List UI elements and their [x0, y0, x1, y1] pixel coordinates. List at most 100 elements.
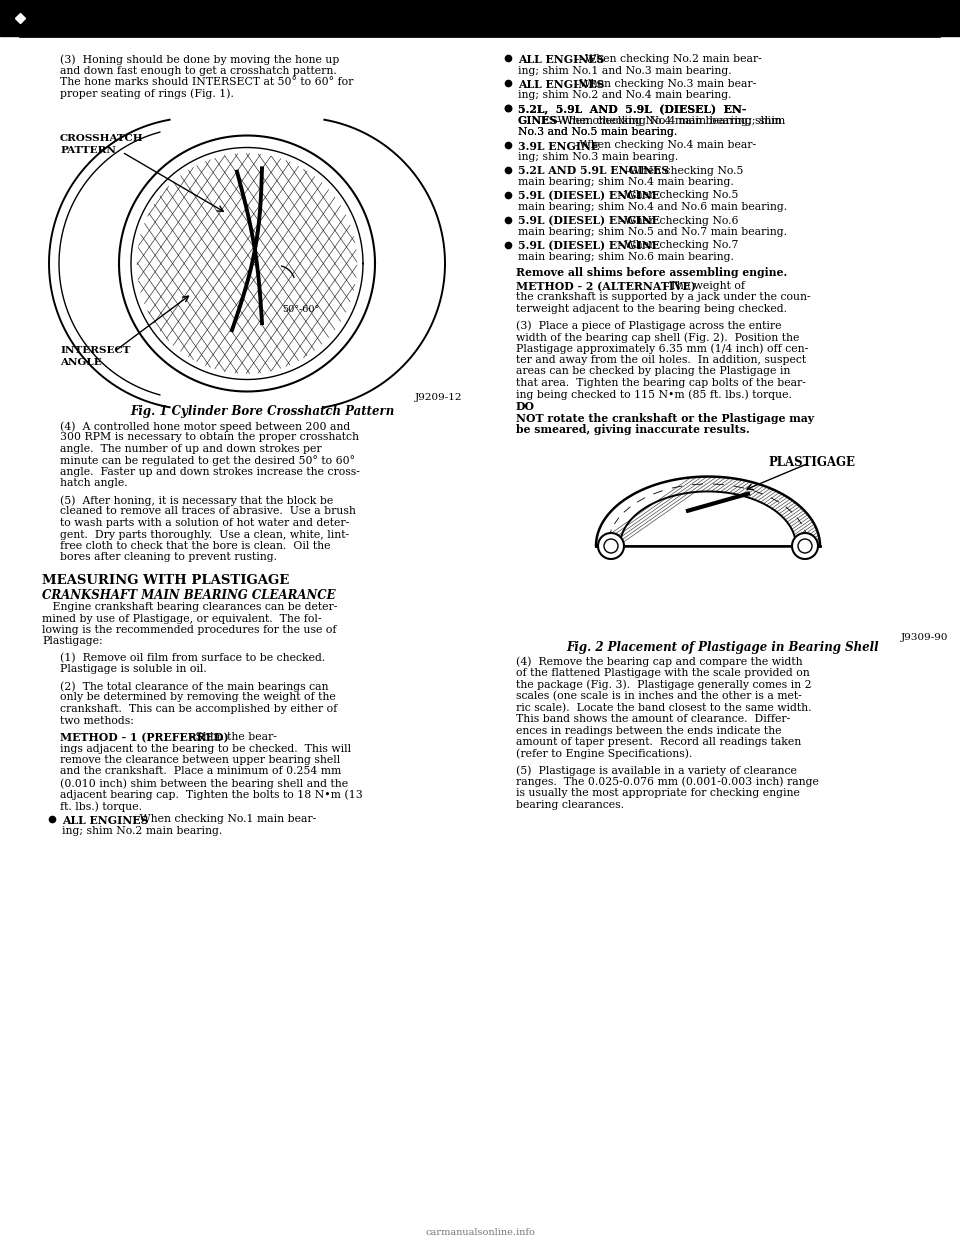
- Text: scales (one scale is in inches and the other is a met-: scales (one scale is in inches and the o…: [516, 691, 802, 702]
- Text: (4)  A controlled hone motor speed between 200 and: (4) A controlled hone motor speed betwee…: [60, 421, 350, 431]
- Text: bearing clearances.: bearing clearances.: [516, 800, 624, 810]
- Text: Plastigage approximately 6.35 mm (1/4 inch) off cen-: Plastigage approximately 6.35 mm (1/4 in…: [516, 344, 808, 354]
- Text: –When checking No.5: –When checking No.5: [624, 165, 743, 175]
- Text: and down fast enough to get a crosshatch pattern.: and down fast enough to get a crosshatch…: [60, 66, 337, 76]
- Text: crankshaft.  This can be accomplished by either of: crankshaft. This can be accomplished by …: [60, 704, 337, 714]
- Text: DO: DO: [516, 401, 535, 412]
- Text: ––When checking No.2 main bear-: ––When checking No.2 main bear-: [573, 53, 761, 65]
- Bar: [0, 0, 960, 36]
- Text: angle.  The number of up and down strokes per: angle. The number of up and down strokes…: [60, 443, 322, 455]
- Text: Engine crankshaft bearing clearances can be deter-: Engine crankshaft bearing clearances can…: [42, 602, 337, 612]
- Text: J9309-90: J9309-90: [900, 633, 948, 642]
- Text: Remove all shims before assembling engine.: Remove all shims before assembling engin…: [516, 267, 787, 278]
- Text: (4)  Remove the bearing cap and compare the width: (4) Remove the bearing cap and compare t…: [516, 657, 803, 667]
- Text: ter and away from the oil holes.  In addition, suspect: ter and away from the oil holes. In addi…: [516, 355, 806, 365]
- Text: –When checking No.3 main bear-: –When checking No.3 main bear-: [573, 79, 756, 89]
- Text: INTERSECT: INTERSECT: [60, 347, 131, 355]
- Text: ft. lbs.) torque.: ft. lbs.) torque.: [60, 801, 142, 811]
- Circle shape: [798, 539, 812, 553]
- Text: and the crankshaft.  Place a minimum of 0.254 mm: and the crankshaft. Place a minimum of 0…: [60, 766, 341, 776]
- Text: mined by use of Plastigage, or equivalent.  The fol-: mined by use of Plastigage, or equivalen…: [42, 614, 322, 623]
- Text: ALL ENGINES: ALL ENGINES: [62, 815, 149, 826]
- Text: areas can be checked by placing the Plastigage in: areas can be checked by placing the Plas…: [516, 366, 790, 376]
- Text: remove the clearance between upper bearing shell: remove the clearance between upper beari…: [60, 755, 340, 765]
- Text: (3)  Honing should be done by moving the hone up: (3) Honing should be done by moving the …: [60, 53, 340, 65]
- Text: only be determined by removing the weight of the: only be determined by removing the weigh…: [60, 693, 336, 703]
- Text: proper seating of rings (Fig. 1).: proper seating of rings (Fig. 1).: [60, 88, 234, 99]
- Text: This band shows the amount of clearance.  Differ-: This band shows the amount of clearance.…: [516, 714, 790, 724]
- Text: Fig. 1 Cylinder Bore Crosshatch Pattern: Fig. 1 Cylinder Bore Crosshatch Pattern: [130, 405, 395, 419]
- Text: MEASURING WITH PLASTIGAGE: MEASURING WITH PLASTIGAGE: [42, 574, 289, 587]
- Text: –When checking No.6: –When checking No.6: [619, 216, 738, 226]
- Text: is usually the most appropriate for checking engine: is usually the most appropriate for chec…: [516, 787, 800, 799]
- Text: (2)  The total clearance of the main bearings can: (2) The total clearance of the main bear…: [60, 681, 328, 692]
- Text: bores after cleaning to prevent rusting.: bores after cleaning to prevent rusting.: [60, 553, 277, 563]
- Text: the package (Fig. 3).  Plastigage generally comes in 2: the package (Fig. 3). Plastigage general…: [516, 679, 811, 691]
- Text: ranges.  The 0.025-0.076 mm (0.001-0.003 inch) range: ranges. The 0.025-0.076 mm (0.001-0.003 …: [516, 776, 819, 787]
- Text: PATTERN: PATTERN: [60, 147, 116, 155]
- Text: 50°-60°: 50°-60°: [282, 306, 320, 314]
- Text: terweight adjacent to the bearing being checked.: terweight adjacent to the bearing being …: [516, 304, 787, 314]
- Text: ing; shim No.1 and No.3 main bearing.: ing; shim No.1 and No.3 main bearing.: [518, 66, 732, 76]
- Text: hatch angle.: hatch angle.: [60, 478, 128, 488]
- Text: PLASTIGAGE: PLASTIGAGE: [768, 456, 855, 468]
- Text: angle.  Faster up and down strokes increase the cross-: angle. Faster up and down strokes increa…: [60, 467, 360, 477]
- Text: Plastigage is soluble in oil.: Plastigage is soluble in oil.: [60, 664, 206, 674]
- Text: –When checking No.4 main bearing; shim: –When checking No.4 main bearing; shim: [552, 116, 781, 125]
- Text: the crankshaft is supported by a jack under the coun-: the crankshaft is supported by a jack un…: [516, 293, 810, 303]
- Text: GINES: GINES: [518, 116, 559, 127]
- Text: of the flattened Plastigage with the scale provided on: of the flattened Plastigage with the sca…: [516, 668, 809, 678]
- Text: cleaned to remove all traces of abrasive.  Use a brush: cleaned to remove all traces of abrasive…: [60, 507, 356, 517]
- Text: main bearing; shim No.4 and No.6 main bearing.: main bearing; shim No.4 and No.6 main be…: [518, 202, 787, 212]
- Text: amount of taper present.  Record all readings taken: amount of taper present. Record all read…: [516, 737, 802, 746]
- Text: CROSSHATCH: CROSSHATCH: [60, 134, 144, 143]
- Text: ALL ENGINES: ALL ENGINES: [518, 79, 605, 89]
- Text: –When checking No.7: –When checking No.7: [619, 241, 738, 251]
- Text: gent.  Dry parts thoroughly.  Use a clean, white, lint-: gent. Dry parts thoroughly. Use a clean,…: [60, 529, 349, 539]
- Text: ings adjacent to the bearing to be checked.  This will: ings adjacent to the bearing to be check…: [60, 744, 351, 754]
- Circle shape: [604, 539, 618, 553]
- Text: No.3 and No.5 main bearing.: No.3 and No.5 main bearing.: [518, 127, 677, 137]
- Text: ences in readings between the ends indicate the: ences in readings between the ends indic…: [516, 725, 781, 735]
- Text: (1)  Remove oil film from surface to be checked.: (1) Remove oil film from surface to be c…: [60, 653, 325, 663]
- Text: No.3 and No.5 main bearing.: No.3 and No.5 main bearing.: [518, 127, 677, 137]
- Text: free cloth to check that the bore is clean.  Oil the: free cloth to check that the bore is cle…: [60, 542, 330, 551]
- Text: ing being checked to 115 N•m (85 ft. lbs.) torque.: ing being checked to 115 N•m (85 ft. lbs…: [516, 390, 799, 400]
- Text: 5.2L AND 5.9L ENGINES: 5.2L AND 5.9L ENGINES: [518, 165, 669, 176]
- Text: ing; shim No.2 main bearing.: ing; shim No.2 main bearing.: [62, 826, 223, 836]
- Text: adjacent bearing cap.  Tighten the bolts to 18 N•m (13: adjacent bearing cap. Tighten the bolts …: [60, 790, 363, 800]
- Text: be smeared, giving inaccurate results.: be smeared, giving inaccurate results.: [516, 424, 750, 435]
- Text: ric scale).  Locate the band closest to the same width.: ric scale). Locate the band closest to t…: [516, 703, 811, 713]
- Text: main bearing; shim No.5 and No.7 main bearing.: main bearing; shim No.5 and No.7 main be…: [518, 227, 787, 237]
- Text: (0.010 inch) shim between the bearing shell and the: (0.010 inch) shim between the bearing sh…: [60, 777, 348, 789]
- Text: carmanualsonline.info: carmanualsonline.info: [425, 1228, 535, 1237]
- Text: Fig. 2 Placement of Plastigage in Bearing Shell: Fig. 2 Placement of Plastigage in Bearin…: [566, 641, 879, 653]
- Text: ing; shim No.2 and No.4 main bearing.: ing; shim No.2 and No.4 main bearing.: [518, 91, 732, 101]
- Text: lowing is the recommended procedures for the use of: lowing is the recommended procedures for…: [42, 625, 337, 635]
- Text: J9209-12: J9209-12: [415, 392, 462, 402]
- Text: NOT rotate the crankshaft or the Plastigage may: NOT rotate the crankshaft or the Plastig…: [516, 412, 814, 424]
- Text: GINES–When checking No.4 main bearing; shim: GINES–When checking No.4 main bearing; s…: [518, 116, 785, 125]
- Text: (5)  Plastigage is available in a variety of clearance: (5) Plastigage is available in a variety…: [516, 765, 797, 775]
- Text: main bearing; shim No.6 main bearing.: main bearing; shim No.6 main bearing.: [518, 252, 733, 262]
- Text: 5.9L (DIESEL) ENGINE: 5.9L (DIESEL) ENGINE: [518, 241, 660, 251]
- Circle shape: [792, 533, 818, 559]
- Text: ALL ENGINES: ALL ENGINES: [518, 53, 605, 65]
- Text: to wash parts with a solution of hot water and deter-: to wash parts with a solution of hot wat…: [60, 518, 349, 528]
- Text: (refer to Engine Specifications).: (refer to Engine Specifications).: [516, 749, 692, 759]
- Text: minute can be regulated to get the desired 50° to 60°: minute can be regulated to get the desir…: [60, 456, 355, 467]
- Text: ANGLE: ANGLE: [60, 358, 102, 366]
- Text: main bearing; shim No.4 main bearing.: main bearing; shim No.4 main bearing.: [518, 178, 733, 188]
- Text: –When checking No.1 main bear-: –When checking No.1 main bear-: [134, 815, 316, 825]
- Text: that area.  Tighten the bearing cap bolts of the bear-: that area. Tighten the bearing cap bolts…: [516, 378, 805, 388]
- Text: –Shim the bear-: –Shim the bear-: [190, 732, 276, 741]
- Text: METHOD - 2 (ALTERNATIVE): METHOD - 2 (ALTERNATIVE): [516, 281, 696, 292]
- Text: –When checking No.5: –When checking No.5: [619, 190, 738, 200]
- Text: The hone marks should INTERSECT at 50° to 60° for: The hone marks should INTERSECT at 50° t…: [60, 77, 353, 87]
- Text: Plastigage:: Plastigage:: [42, 636, 103, 647]
- Text: 5.9L (DIESEL) ENGINE: 5.9L (DIESEL) ENGINE: [518, 216, 660, 226]
- Text: ENGINES   9 - 3: ENGINES 9 - 3: [811, 12, 942, 26]
- Text: 300 RPM is necessary to obtain the proper crosshatch: 300 RPM is necessary to obtain the prope…: [60, 432, 359, 442]
- Circle shape: [598, 533, 624, 559]
- Text: 3.9L ENGINE: 3.9L ENGINE: [518, 140, 599, 152]
